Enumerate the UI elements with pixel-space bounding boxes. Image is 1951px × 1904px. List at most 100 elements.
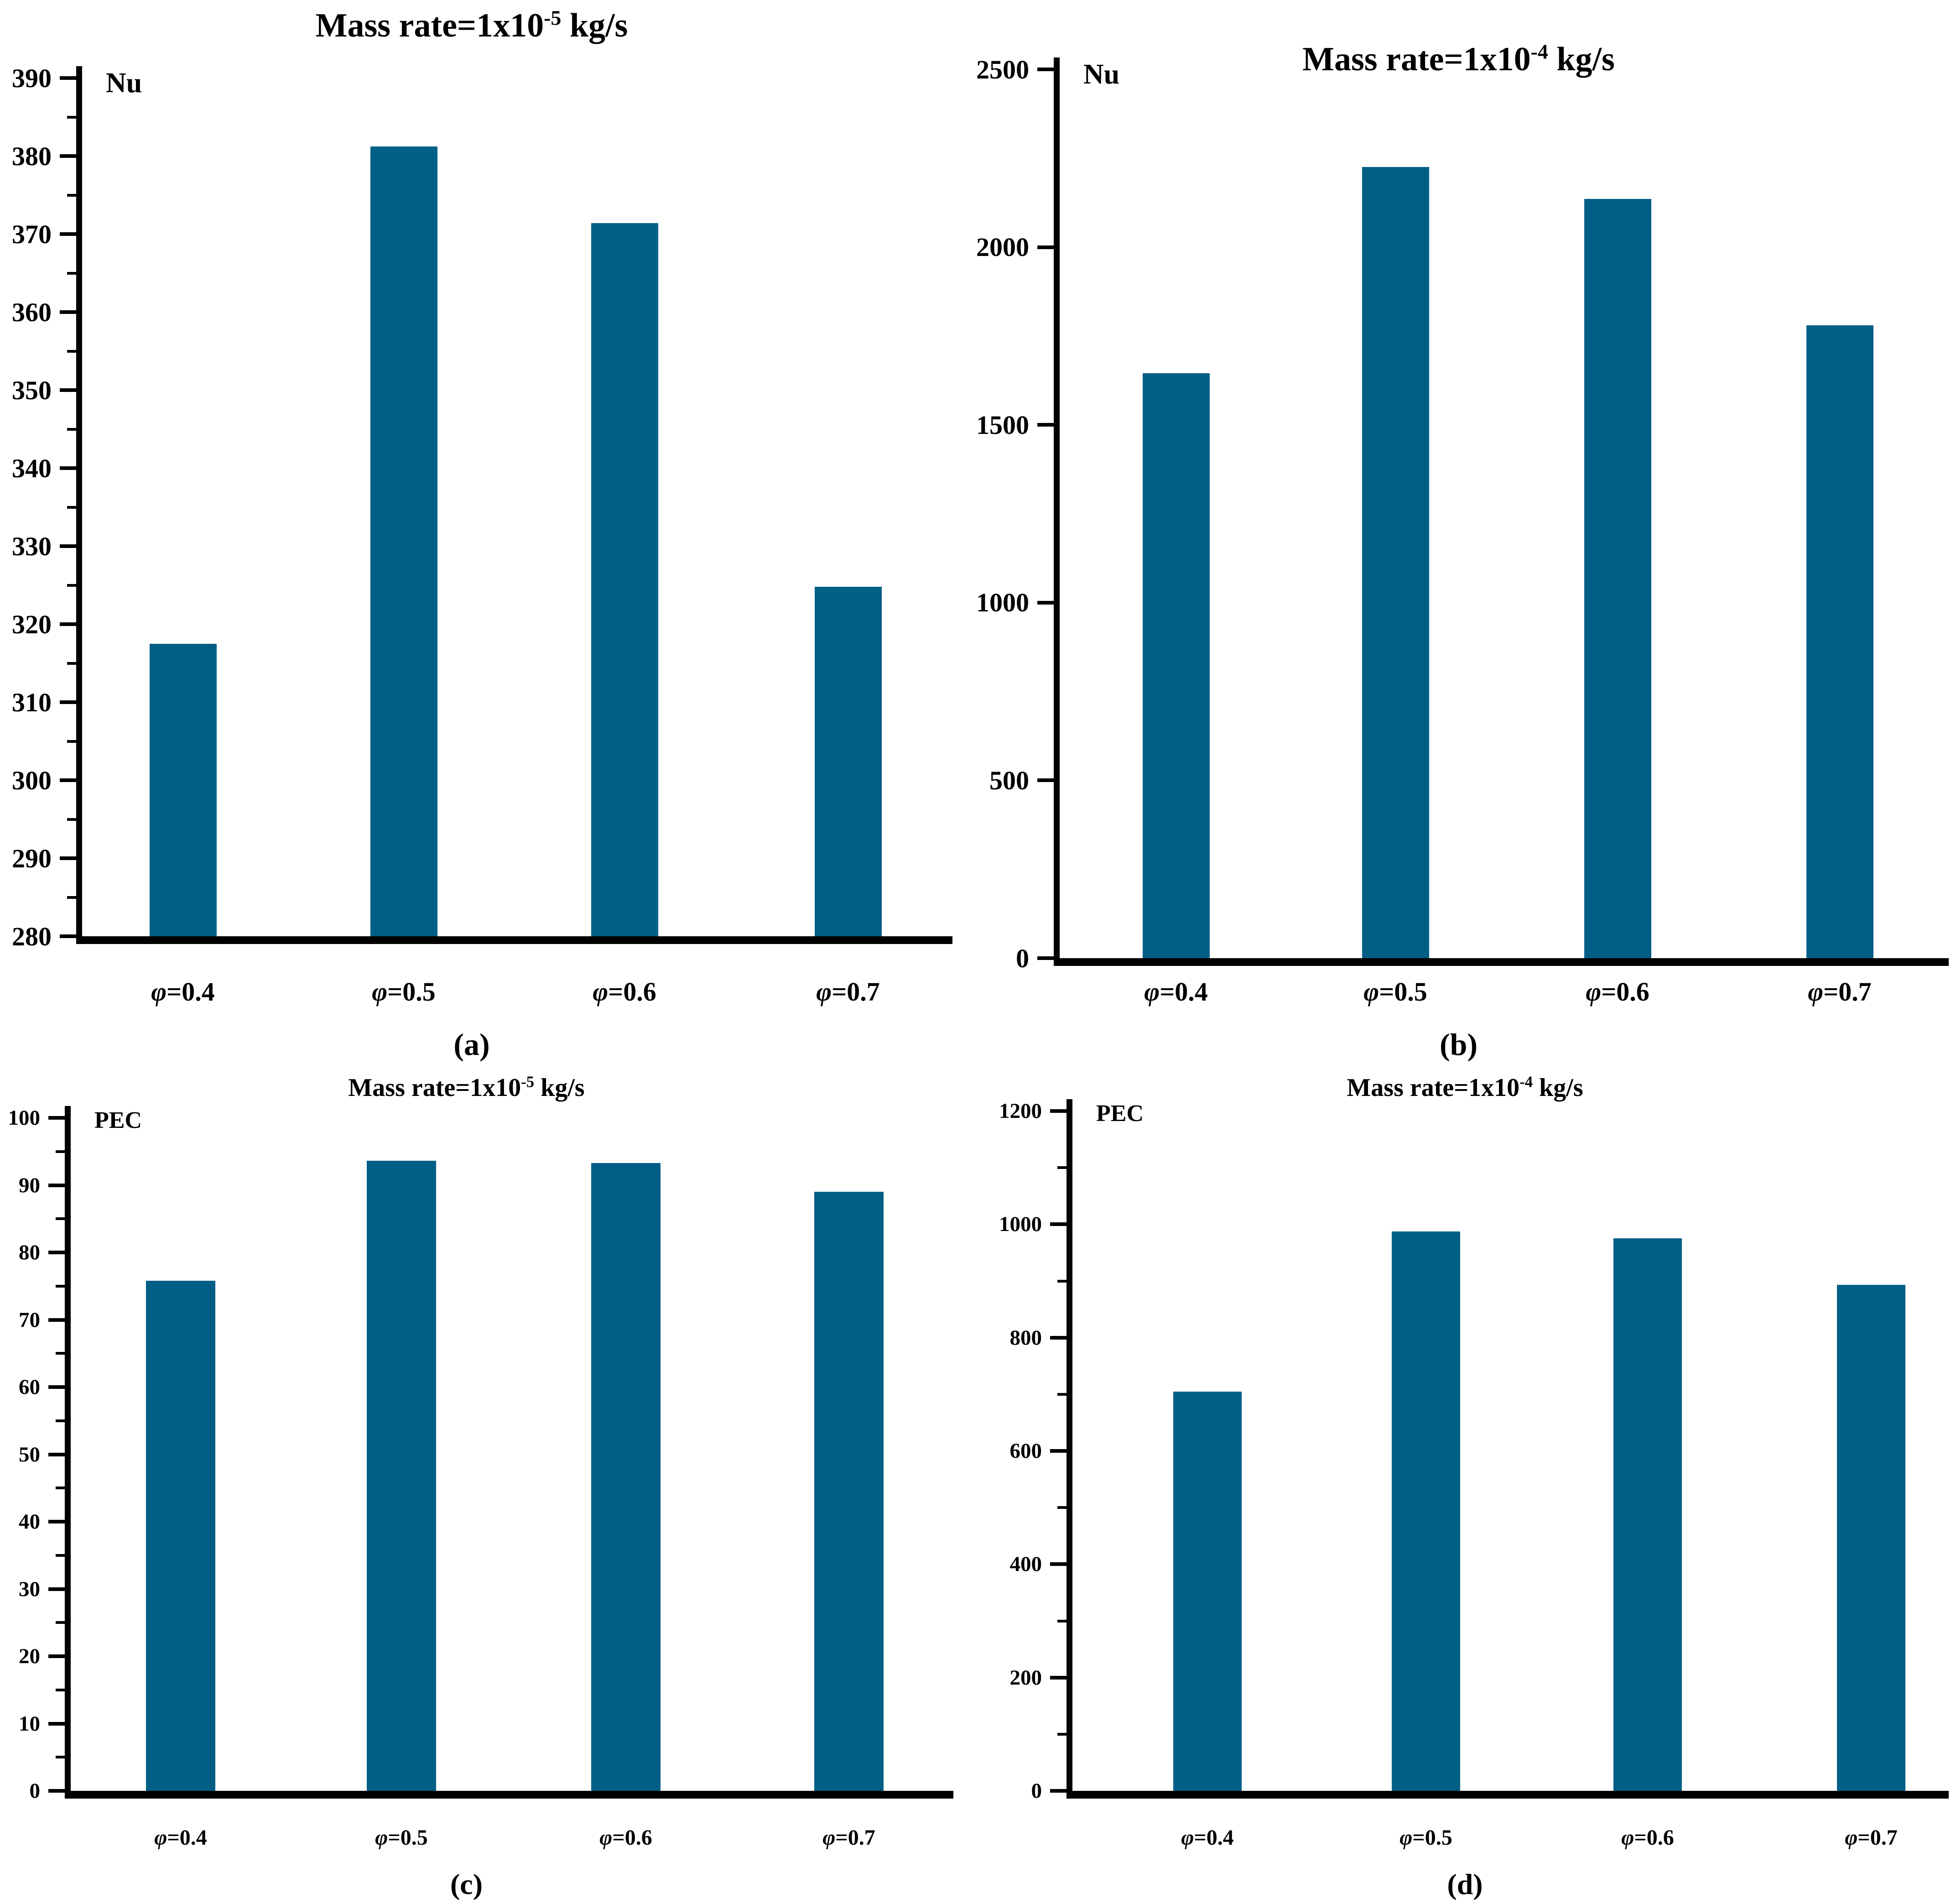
bar-φ=0.4 xyxy=(1173,1392,1242,1791)
y-axis-tick-label: 340 xyxy=(12,454,52,483)
y-axis-tick-label: 70 xyxy=(19,1308,40,1332)
y-axis-major-tick xyxy=(48,1654,65,1658)
bar-φ=0.6 xyxy=(1584,199,1651,958)
y-axis-major-tick xyxy=(60,388,76,392)
y-axis-minor-tick xyxy=(1057,1279,1067,1283)
x-category-value: =0.6 xyxy=(1634,1826,1674,1850)
y-axis-major-tick xyxy=(60,466,76,470)
y-axis-major-tick xyxy=(48,1183,65,1187)
y-axis-tick-label: 1000 xyxy=(999,1212,1042,1236)
y-axis-major-tick xyxy=(60,310,76,314)
phi-symbol: φ xyxy=(822,1826,836,1850)
y-axis-tick-label: 1500 xyxy=(976,410,1029,440)
y-axis-tick-label: 300 xyxy=(12,766,52,795)
bar-φ=0.6 xyxy=(1613,1238,1682,1791)
y-axis-minor-tick xyxy=(1057,1393,1067,1396)
y-axis-minor-tick xyxy=(67,506,76,509)
y-axis-major-tick xyxy=(1050,1449,1067,1453)
x-category-value: =0.5 xyxy=(1412,1826,1452,1850)
x-category-label: φ=0.5 xyxy=(1326,1825,1526,1850)
bar-φ=0.6 xyxy=(591,223,658,936)
y-axis-major-tick xyxy=(60,856,76,860)
y-axis-major-tick xyxy=(48,1385,65,1389)
y-axis-tick-label: 400 xyxy=(1009,1552,1042,1576)
chart-b-title-exponent: -4 xyxy=(1530,40,1548,63)
y-axis-minor-tick xyxy=(56,1487,65,1490)
y-axis-major-tick xyxy=(1037,423,1054,427)
y-axis-major-tick xyxy=(48,1116,65,1120)
bar-φ=0.7 xyxy=(815,587,882,936)
bar-φ=0.5 xyxy=(1362,167,1429,958)
y-axis-tick-label: 80 xyxy=(19,1241,40,1264)
x-category-value: =0.5 xyxy=(1379,977,1427,1007)
y-axis-major-tick xyxy=(48,1587,65,1591)
y-axis-tick-label: 100 xyxy=(8,1106,41,1130)
y-axis-major-tick xyxy=(1050,1335,1067,1340)
chart-b-y-axis-label: Nu xyxy=(1083,59,1120,90)
y-axis-major-tick xyxy=(48,1520,65,1523)
x-category-label: φ=0.7 xyxy=(1771,1825,1951,1850)
chart-c-title-text: Mass rate=1x10 xyxy=(348,1074,521,1102)
x-category-value: =0.4 xyxy=(166,977,215,1007)
x-axis-line xyxy=(1067,1791,1949,1799)
y-axis-major-tick xyxy=(60,778,76,782)
y-axis-tick-label: 10 xyxy=(19,1712,40,1736)
x-axis-line xyxy=(65,1791,953,1799)
y-axis-minor-tick xyxy=(1057,1732,1067,1736)
phi-symbol: φ xyxy=(372,977,388,1007)
y-axis-major-tick xyxy=(1037,778,1054,782)
y-axis-major-tick xyxy=(1050,1222,1067,1226)
y-axis-tick-label: 2000 xyxy=(976,232,1029,262)
chart-d-panel-label: (d) xyxy=(1447,1868,1483,1900)
chart-b-title: Mass rate=1x10-4 kg/s xyxy=(1302,40,1615,79)
y-axis-tick-label: 280 xyxy=(12,922,52,951)
y-axis-tick-label: 390 xyxy=(12,63,52,93)
chart-b-panel-label: (b) xyxy=(1439,1027,1478,1062)
bar-φ=0.5 xyxy=(370,146,437,936)
chart-d-title-units: kg/s xyxy=(1533,1074,1583,1102)
x-category-label: φ=0.4 xyxy=(80,1825,281,1850)
y-axis-minor-tick xyxy=(56,1554,65,1557)
y-axis-major-tick xyxy=(48,1318,65,1322)
y-axis-minor-tick xyxy=(1057,1166,1067,1169)
y-axis-minor-tick xyxy=(67,584,76,587)
phi-symbol: φ xyxy=(599,1826,613,1850)
y-axis-major-tick xyxy=(48,1452,65,1456)
y-axis-tick-label: 30 xyxy=(19,1577,40,1601)
chart-d-y-axis-label: PEC xyxy=(1096,1101,1144,1127)
y-axis-major-tick xyxy=(60,76,76,80)
x-category-value: =0.7 xyxy=(1857,1826,1898,1850)
chart-c-y-axis-label: PEC xyxy=(94,1107,142,1133)
phi-symbol: φ xyxy=(1400,1826,1413,1850)
y-axis-tick-label: 600 xyxy=(1009,1439,1042,1463)
x-category-label: φ=0.6 xyxy=(524,976,725,1007)
x-category-value: =0.4 xyxy=(167,1826,207,1850)
phi-symbol: φ xyxy=(1181,1826,1194,1850)
y-axis-tick-label: 0 xyxy=(1016,944,1029,973)
y-axis-major-tick xyxy=(48,1789,65,1793)
chart-b-title-text: Mass rate=1x10 xyxy=(1302,41,1531,78)
x-category-value: =0.4 xyxy=(1160,977,1208,1007)
phi-symbol: φ xyxy=(1363,977,1379,1007)
x-category-label: φ=0.7 xyxy=(748,976,948,1007)
y-axis-major-tick xyxy=(1050,1789,1067,1793)
chart-c-panel-label: (c) xyxy=(450,1868,483,1900)
y-axis-tick-label: 0 xyxy=(29,1779,41,1803)
y-axis-tick-label: 380 xyxy=(12,141,52,171)
y-axis-major-tick xyxy=(48,1721,65,1726)
chart-a-panel-label: (a) xyxy=(453,1027,490,1062)
y-axis-tick-label: 1000 xyxy=(976,588,1029,617)
y-axis-major-tick xyxy=(1037,245,1054,249)
x-category-label: φ=0.6 xyxy=(1517,976,1718,1007)
y-axis-tick-label: 310 xyxy=(12,688,52,717)
y-axis-minor-tick xyxy=(67,193,76,197)
x-category-value: =0.6 xyxy=(612,1826,652,1850)
y-axis-minor-tick xyxy=(56,1756,65,1759)
x-axis-line xyxy=(1054,958,1949,966)
y-axis-tick-label: 500 xyxy=(989,766,1029,795)
phi-symbol: φ xyxy=(1144,977,1160,1007)
y-axis-major-tick xyxy=(1050,1562,1067,1566)
